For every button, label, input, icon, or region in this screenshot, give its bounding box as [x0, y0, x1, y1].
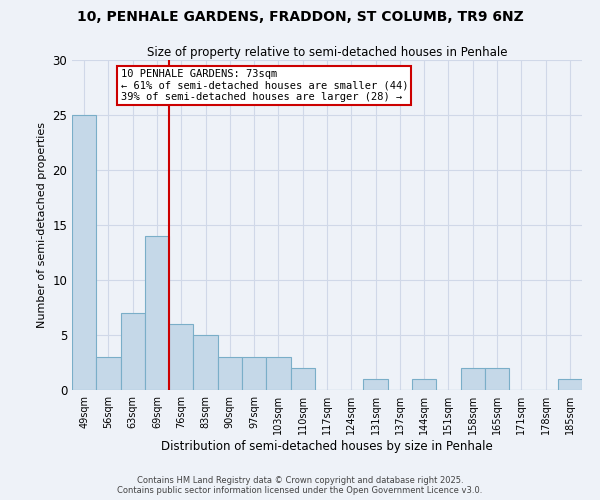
Text: 10, PENHALE GARDENS, FRADDON, ST COLUMB, TR9 6NZ: 10, PENHALE GARDENS, FRADDON, ST COLUMB,…	[77, 10, 523, 24]
Bar	[412, 379, 436, 390]
Bar	[461, 368, 485, 390]
Bar	[364, 379, 388, 390]
Bar	[266, 357, 290, 390]
Bar	[72, 115, 96, 390]
Y-axis label: Number of semi-detached properties: Number of semi-detached properties	[37, 122, 47, 328]
Bar	[242, 357, 266, 390]
Bar	[558, 379, 582, 390]
Text: Contains HM Land Registry data © Crown copyright and database right 2025.
Contai: Contains HM Land Registry data © Crown c…	[118, 476, 482, 495]
Bar	[485, 368, 509, 390]
Title: Size of property relative to semi-detached houses in Penhale: Size of property relative to semi-detach…	[147, 46, 507, 59]
Bar	[145, 236, 169, 390]
Bar	[193, 335, 218, 390]
Bar	[96, 357, 121, 390]
X-axis label: Distribution of semi-detached houses by size in Penhale: Distribution of semi-detached houses by …	[161, 440, 493, 452]
Text: 10 PENHALE GARDENS: 73sqm
← 61% of semi-detached houses are smaller (44)
39% of : 10 PENHALE GARDENS: 73sqm ← 61% of semi-…	[121, 69, 408, 102]
Bar	[121, 313, 145, 390]
Bar	[169, 324, 193, 390]
Bar	[290, 368, 315, 390]
Bar	[218, 357, 242, 390]
